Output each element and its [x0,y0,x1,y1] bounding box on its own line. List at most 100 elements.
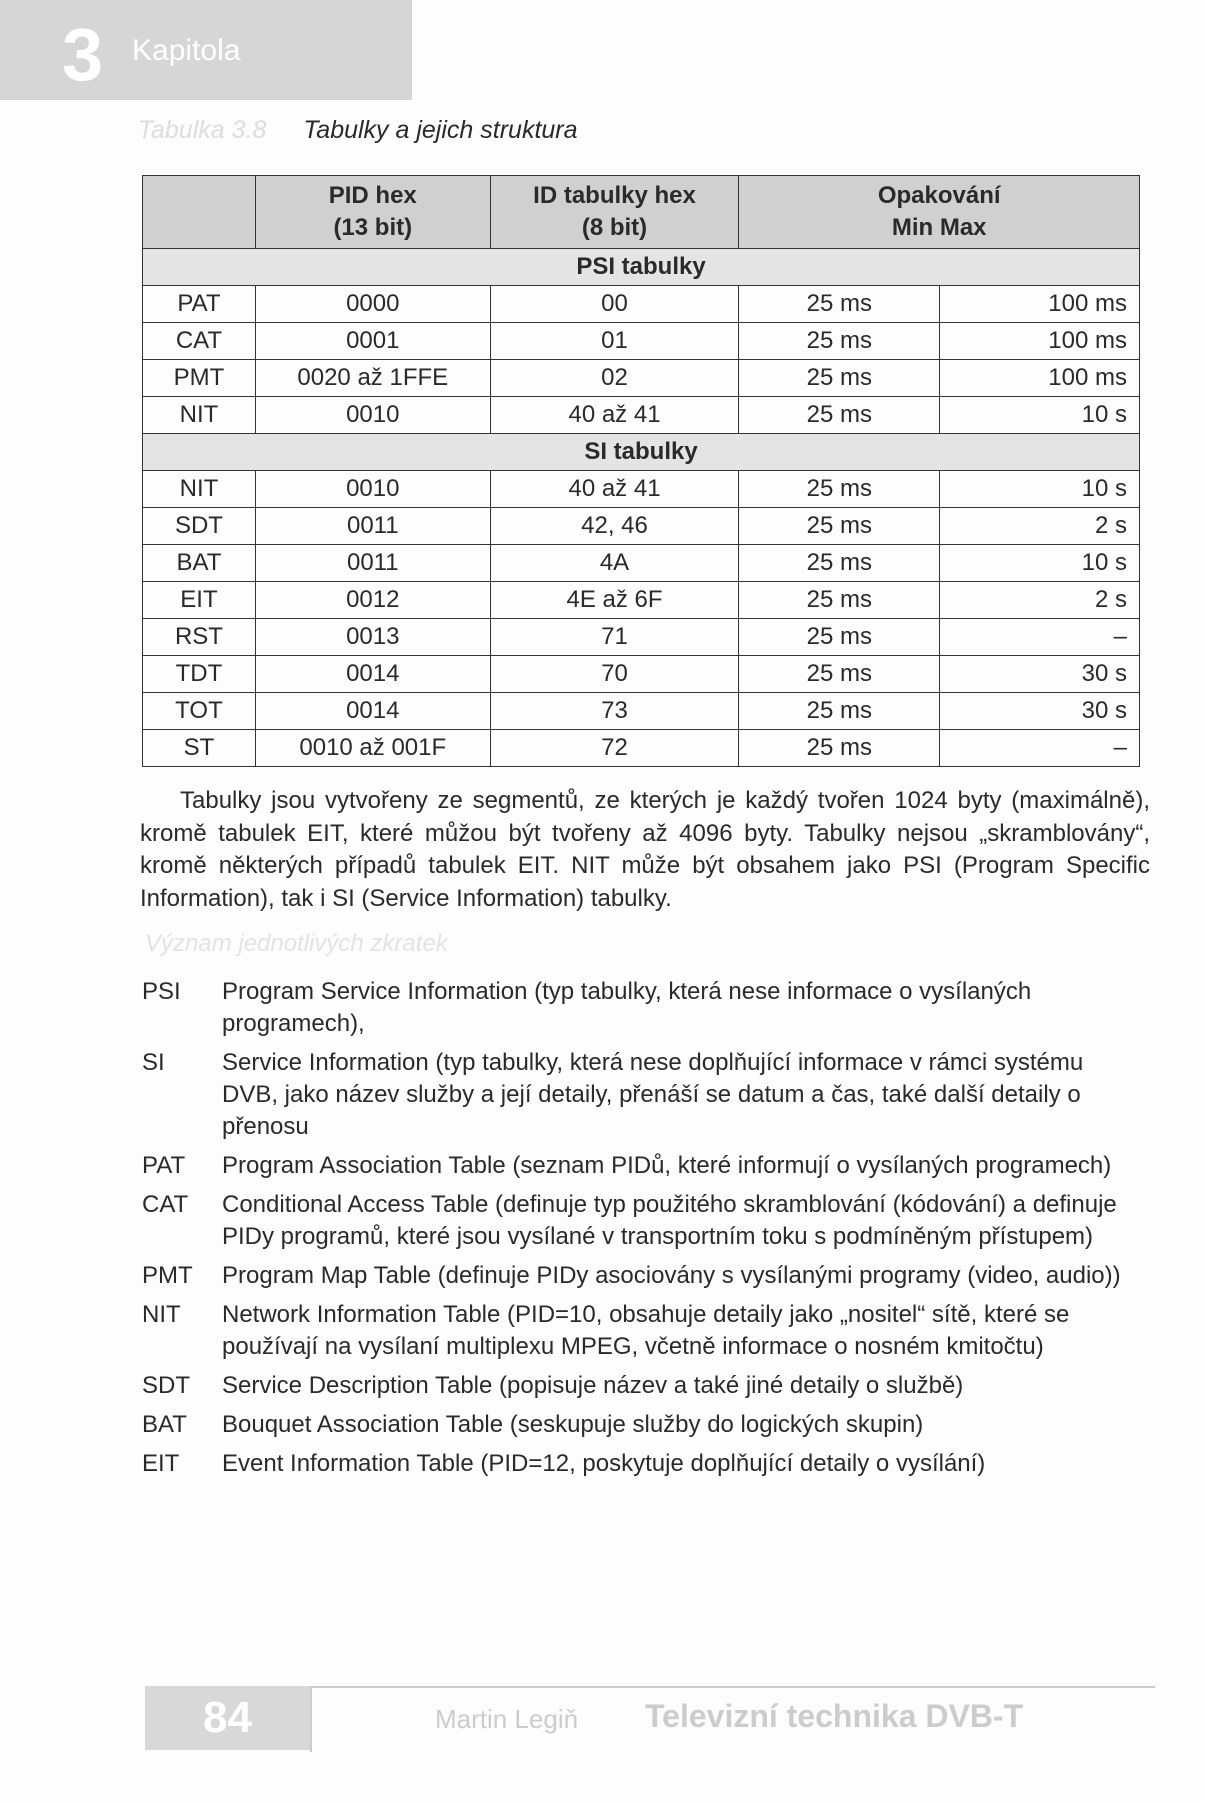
table-cell: 25 ms [738,544,941,582]
table-cell: 2 s [939,581,1140,619]
table-cell: EIT [142,581,256,619]
table-header-row: PID hex (13 bit) ID tabulky hex (8 bit) Op… [142,175,1140,249]
table-cell: NIT [142,470,256,508]
table-row: PAT 0000 00 25 ms 100 ms [142,285,1140,323]
definition-item: CAT Conditional Access Table (definuje ty… [142,1189,1142,1253]
table-cell: 25 ms [738,322,941,360]
footer-author: Martin Legiň [435,1704,579,1734]
table-cell: 0013 [254,618,491,656]
table-cell: 25 ms [738,470,941,508]
table-cell: NIT [142,396,256,434]
table-cell: 100 ms [939,285,1140,323]
table-cell: 0014 [254,655,491,693]
table-cell: 4E až 6F [489,581,740,619]
table-row: PMT 0020 až 1FFE 02 25 ms 100 ms [142,359,1140,397]
table-cell: 0012 [254,581,491,619]
definition-item: PMT Program Map Table (definuje PIDy asoc… [142,1260,1142,1292]
table-cell: 0020 až 1FFE [254,359,491,397]
table-cell: 4A [489,544,740,582]
table-cell: 00 [489,285,740,323]
definition-item: NIT Network Information Table (PID=10, ob… [142,1299,1142,1363]
definition-abbr: EIT [142,1450,180,1477]
footer-rule [310,1686,1155,1752]
table-row: CAT 0001 01 25 ms 100 ms [142,322,1140,360]
definition-abbr: BAT [142,1411,187,1438]
definition-item: EIT Event Information Table (PID=12, posk… [142,1448,1142,1480]
table-cell: 25 ms [738,396,941,434]
table-cell: 0010 až 001F [254,729,491,767]
definition-abbr: NIT [142,1301,181,1328]
table-row: TDT 0014 70 25 ms 30 s [142,655,1140,693]
table-cell: 70 [489,655,740,693]
definition-text: Program Map Table (definuje PIDy asociov… [222,1262,1121,1289]
table-row: NIT 0010 40 až 41 25 ms 10 s [142,470,1140,508]
section-label: PSI tabulky [142,248,1140,286]
table-cell: 100 ms [939,322,1140,360]
table-row: TOT 0014 73 25 ms 30 s [142,692,1140,730]
section-row: PSI tabulky [142,248,1140,286]
table-cell: 71 [489,618,740,656]
section-label: SI tabulky [142,433,1140,471]
table-row: SDT 0011 42, 46 25 ms 2 s [142,507,1140,545]
header-cell [142,175,256,249]
definition-item: SDT Service Description Table (popisuje n… [142,1370,1142,1402]
table-cell: 2 s [939,507,1140,545]
table-cell: 100 ms [939,359,1140,397]
table-row: ST 0010 až 001F 72 25 ms – [142,729,1140,767]
table-cell: 25 ms [738,581,941,619]
chapter-number: 3 [62,13,104,96]
pid-table: PID hex (13 bit) ID tabulky hex (8 bit) Op… [142,175,1140,767]
table-cell: 0011 [254,544,491,582]
table-cell: 40 až 41 [489,396,740,434]
header-cell: ID tabulky hex (8 bit) [489,175,740,249]
table-cell: CAT [142,322,256,360]
table-cell: 25 ms [738,285,941,323]
chapter-tab: 3 Kapitola [0,0,412,100]
definition-text: Conditional Access Table (definuje typ p… [222,1191,1117,1250]
table-cell: 0010 [254,396,491,434]
definition-text: Service Information (typ tabulky, která … [222,1049,1084,1140]
section-row: SI tabulky [142,433,1140,471]
table-cell: – [939,618,1140,656]
table-cell: RST [142,618,256,656]
table-cell: 40 až 41 [489,470,740,508]
table-cell: 0014 [254,692,491,730]
definition-text: Service Description Table (popisuje náze… [222,1372,964,1399]
body-paragraph: Tabulky jsou vytvořeny ze segmentů, ze k… [140,787,1150,912]
table-cell: – [939,729,1140,767]
table-cell: ST [142,729,256,767]
table-cell: 25 ms [738,359,941,397]
table-cell: 0001 [254,322,491,360]
table-cell: 10 s [939,470,1140,508]
definition-text: Network Information Table (PID=10, obsah… [222,1301,1070,1360]
table-cell: TDT [142,655,256,693]
definition-abbr: PMT [142,1262,193,1289]
table-cell: 25 ms [738,618,941,656]
table-cell: 0000 [254,285,491,323]
definition-item: PAT Program Association Table (seznam PID… [142,1150,1142,1182]
subheading: Význam jednotlivých zkratek [145,930,448,957]
table-caption: Tabulka 3.8 Tabulky a jejich struktura [138,116,578,145]
table-cell: 10 s [939,544,1140,582]
table-cell: 30 s [939,692,1140,730]
table-cell: SDT [142,507,256,545]
table-cell: 25 ms [738,692,941,730]
table-cell: PMT [142,359,256,397]
table-row: BAT 0011 4A 25 ms 10 s [142,544,1140,582]
header-cell: Opakování Min Max [738,175,1140,249]
page-number: 84 [145,1686,310,1750]
table-cell: 0011 [254,507,491,545]
table-cell: 25 ms [738,655,941,693]
definition-abbr: PAT [142,1152,186,1179]
definition-item: BAT Bouquet Association Table (seskupuje … [142,1409,1142,1441]
table-row: RST 0013 71 25 ms – [142,618,1140,656]
table-cell: 30 s [939,655,1140,693]
footer-book-title: Televizní technika DVB-T [645,1698,1024,1734]
table-cell: BAT [142,544,256,582]
table-number: Tabulka 3.8 [138,116,267,144]
table-title: Tabulky a jejich struktura [303,116,578,144]
definition-abbr: SDT [142,1372,190,1399]
definition-abbr: SI [142,1049,165,1076]
table-row: NIT 0010 40 až 41 25 ms 10 s [142,396,1140,434]
